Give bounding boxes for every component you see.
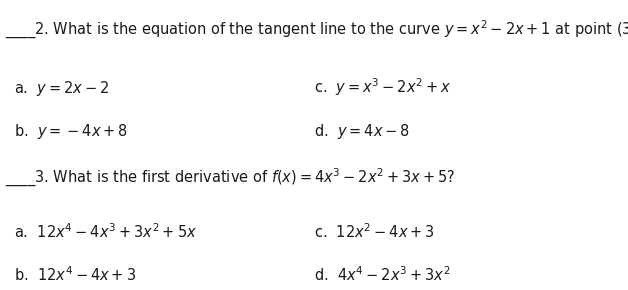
Text: b.  $y = -4x + 8$: b. $y = -4x + 8$ bbox=[14, 122, 127, 141]
Text: c.  $y = x^{3} - 2x^{2} + x$: c. $y = x^{3} - 2x^{2} + x$ bbox=[314, 76, 452, 98]
Text: c.  $12x^{2} - 4x + 3$: c. $12x^{2} - 4x + 3$ bbox=[314, 222, 435, 241]
Text: ____2. What is the equation of the tangent line to the curve $y = x^{2} - 2x + 1: ____2. What is the equation of the tange… bbox=[5, 19, 628, 41]
Text: ____3. What is the first derivative of $f(x) = 4x^{3} - 2x^{2} + 3x + 5$?: ____3. What is the first derivative of $… bbox=[5, 167, 455, 189]
Text: a.  $y = 2x - 2$: a. $y = 2x - 2$ bbox=[14, 79, 109, 98]
Text: d.  $4x^{4} - 2x^{3} + 3x^{2}$: d. $4x^{4} - 2x^{3} + 3x^{2}$ bbox=[314, 266, 450, 284]
Text: b.  $12x^{4} - 4x + 3$: b. $12x^{4} - 4x + 3$ bbox=[14, 266, 136, 284]
Text: d.  $y = 4x - 8$: d. $y = 4x - 8$ bbox=[314, 122, 410, 141]
Text: a.  $12x^{4} - 4x^{3} + 3x^{2} + 5x$: a. $12x^{4} - 4x^{3} + 3x^{2} + 5x$ bbox=[14, 222, 197, 241]
